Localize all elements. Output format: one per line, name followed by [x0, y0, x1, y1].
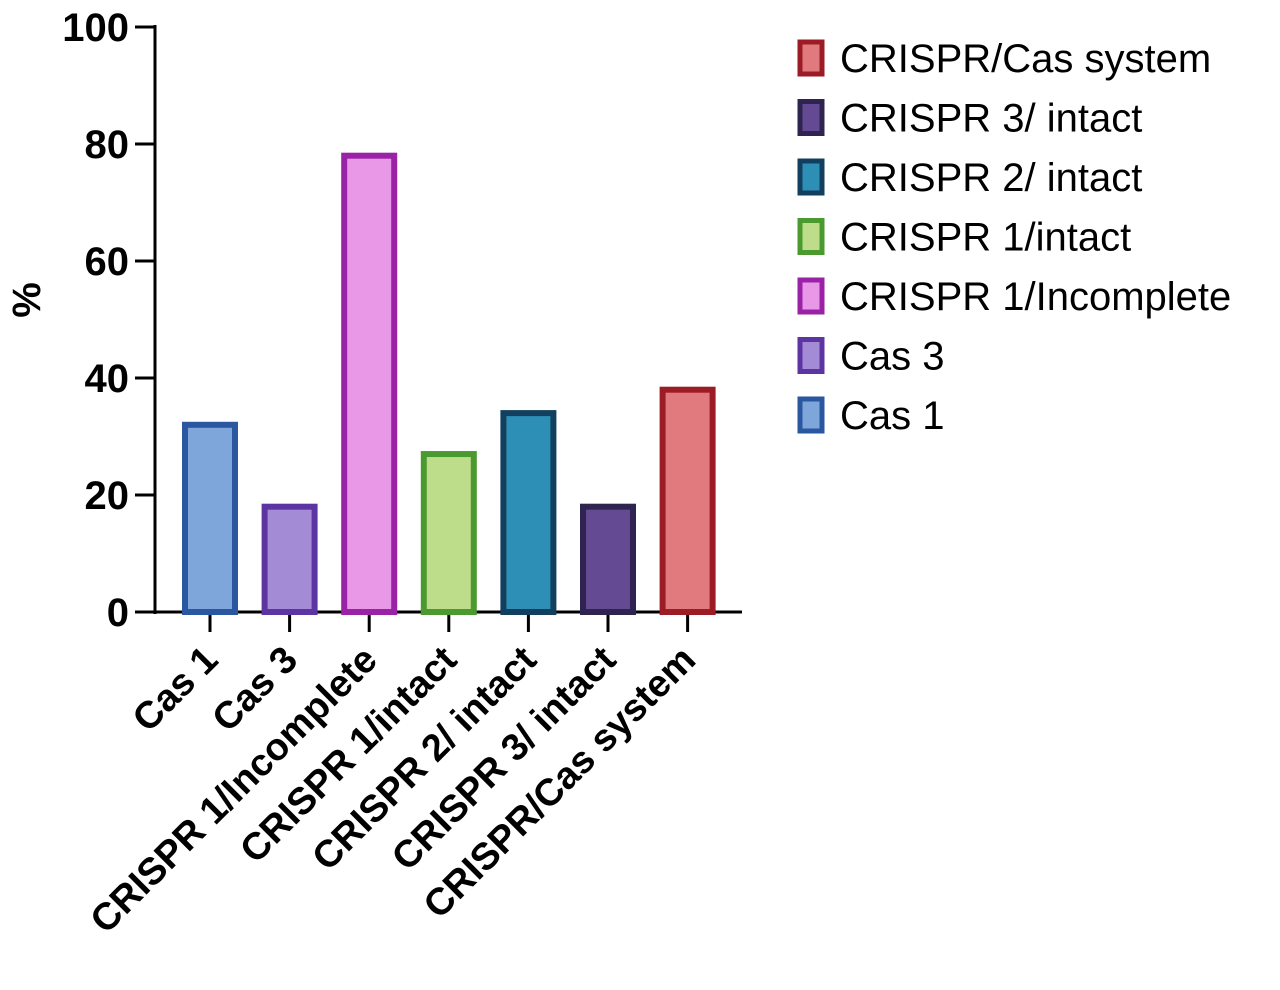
legend-swatch [797, 39, 825, 77]
legend-label: CRISPR 1/Incomplete [840, 275, 1231, 319]
legend-label: Cas 3 [840, 335, 945, 379]
legend-label: CRISPR/Cas system [840, 37, 1211, 81]
legend-swatch [797, 277, 825, 315]
y-axis: % 0 20 40 60 80 100 [5, 6, 157, 635]
bar [261, 503, 318, 616]
bar [341, 152, 398, 615]
y-tick-label: 40 [85, 357, 130, 401]
bar [182, 421, 238, 615]
y-tick-label: 0 [107, 591, 129, 635]
bars [182, 152, 716, 616]
bar [500, 410, 557, 615]
legend-swatch [797, 396, 825, 434]
legend-label: CRISPR 2/ intact [840, 156, 1142, 200]
y-tick-label: 100 [62, 6, 129, 50]
y-tick-label: 20 [85, 474, 130, 518]
legend-swatch [797, 337, 825, 374]
bar [420, 451, 477, 615]
y-tick-label: 80 [85, 123, 130, 167]
y-axis-title: % [5, 282, 49, 318]
legend-label: CRISPR 3/ intact [840, 97, 1142, 141]
legend-swatch [797, 99, 825, 136]
bar [659, 386, 716, 616]
x-tick-label: Cas 1 [125, 639, 226, 740]
bar [580, 503, 636, 616]
legend-label: Cas 1 [840, 394, 945, 438]
legend-swatch [797, 218, 825, 255]
legend-label: CRISPR 1/intact [840, 216, 1131, 260]
legend: CRISPR/Cas system CRISPR 3/ intact CRISPR … [797, 37, 1231, 438]
legend-swatch [797, 158, 825, 196]
y-tick-label: 60 [85, 240, 130, 284]
